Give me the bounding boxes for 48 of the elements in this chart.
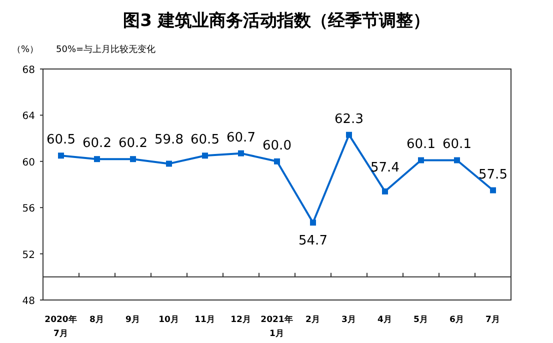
- y-tick-label: 64: [22, 111, 35, 122]
- data-label: 54.7: [298, 234, 328, 249]
- x-tick-label: 2月: [306, 314, 320, 325]
- point: [166, 160, 172, 167]
- x-tick-label: 3月: [342, 314, 356, 325]
- y-axis-title: （%）: [12, 45, 39, 55]
- y-tick-label: 48: [22, 296, 35, 307]
- point: [202, 152, 208, 159]
- point: [490, 187, 496, 194]
- point: [346, 132, 352, 138]
- y-tick-label: 52: [22, 250, 35, 261]
- x-tick-label: 2021年 1月: [260, 314, 294, 339]
- point: [94, 156, 100, 162]
- point: [454, 157, 460, 164]
- data-label: 60.5: [46, 132, 76, 148]
- y-tick-label: 56: [22, 204, 35, 215]
- y-tick-label: 68: [22, 65, 35, 76]
- data-label: 57.5: [478, 167, 508, 182]
- data-label: 62.3: [334, 112, 364, 127]
- y-tick-label: 60: [22, 157, 35, 168]
- point: [274, 158, 280, 164]
- chart-title: 图3 建筑业商务活动指数（经季节调整）: [123, 11, 430, 31]
- point: [418, 157, 424, 164]
- x-tick-label: 8月: [90, 314, 104, 325]
- data-label: 60.7: [226, 130, 256, 146]
- x-tick-label: 11月: [194, 314, 216, 325]
- x-tick-label: 6月: [450, 314, 464, 325]
- data-label: 60.5: [190, 132, 220, 148]
- data-label: 59.8: [154, 132, 184, 148]
- data-label: 57.4: [370, 160, 400, 176]
- point: [238, 150, 244, 156]
- point: [382, 188, 388, 194]
- data-label: 60.2: [118, 136, 148, 152]
- x-tick-label: 12月: [230, 314, 252, 325]
- text: 50%=与上月比较无变化: [56, 44, 156, 55]
- point: [58, 152, 64, 159]
- x-tick-label: 9月: [126, 314, 140, 325]
- x-tick-label: 5月: [414, 314, 428, 325]
- x-tick-label: 4月: [378, 314, 392, 325]
- x-tick-label: 7月: [486, 314, 500, 325]
- x-tick-label: 10月: [158, 314, 180, 325]
- data-label: 60.1: [442, 137, 472, 152]
- point: [130, 156, 136, 162]
- point: [310, 220, 316, 226]
- data-label: 60.1: [406, 137, 436, 152]
- data-label: 60.0: [262, 138, 292, 154]
- data-label: 60.2: [82, 136, 112, 152]
- x-tick-label: 2020年 7月: [44, 314, 78, 339]
